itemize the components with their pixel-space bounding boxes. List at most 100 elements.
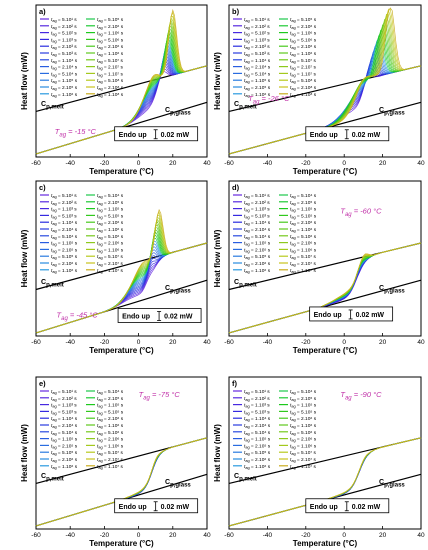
endo-box: Endo up 0.02 mW (305, 126, 390, 142)
legend-t: t (244, 396, 246, 402)
panel-6: -60 -40 -20 0 20 40 Temperature (°C) Heat flow … (213, 376, 425, 548)
legend-value: = 5.10⁸ s (103, 78, 124, 84)
legend-t: t (51, 443, 53, 449)
legend-t: t (51, 207, 53, 213)
legend-entry: tag = 1.10⁶ s (97, 227, 124, 233)
melt-label-sub: p,melt (239, 105, 257, 111)
legend-sub: ag (98, 215, 102, 219)
legend-entry: tag = 1.10⁵ s (51, 437, 78, 443)
legend-value: = 5.10⁷ s (296, 450, 317, 456)
legend-sub: ag (52, 445, 56, 449)
endo-label: Endo up (314, 312, 342, 319)
legend-entry: tag = 2.10⁷ s (97, 457, 123, 463)
glass-label-sub: p,glass (384, 111, 405, 117)
legend-entry: tag = 2.10⁴ s (51, 227, 78, 233)
legend-sub: ag (291, 452, 295, 456)
legend-t: t (51, 78, 53, 84)
x-tick-label: 40 (203, 160, 211, 167)
legend-entry: tag = 5.10⁴ s (290, 193, 317, 199)
melt-label-main: C (41, 473, 46, 480)
legend-t: t (97, 24, 99, 30)
legend-value: = 1.10⁷ s (103, 268, 124, 274)
legend-entry: tag = 2.10⁵ s (51, 247, 78, 253)
legend-sub: ag (52, 411, 56, 415)
x-tick-label: -40 (263, 160, 273, 167)
legend-sub: ag (291, 195, 295, 199)
legend-value: = 5.10⁴ s (296, 193, 317, 199)
legend-t: t (97, 44, 99, 50)
x-axis-label: Temperature (°C) (293, 346, 358, 355)
legend-entry: tag = 5.10⁴ s (97, 389, 124, 395)
legend-value: = 2.10⁶ s (57, 457, 78, 463)
legend-t: t (51, 254, 53, 260)
legend-sub: ag (291, 425, 295, 429)
legend-value: = 1.10⁴ s (250, 416, 271, 422)
legend-entry: tag = 5.10⁸ s (97, 78, 124, 84)
legend-sub: ag (291, 94, 295, 98)
legend-entry: tag = 1.10⁶ s (290, 423, 317, 429)
legend-t: t (97, 396, 99, 402)
legend-t: t (290, 51, 292, 57)
legend-value: = 1.10³ s (250, 37, 271, 43)
aging-temperature-main: T (248, 94, 254, 103)
legend-value: = 5.10⁶ s (103, 37, 124, 43)
x-tick-label: -40 (263, 532, 273, 539)
legend-value: = 2.10⁵ s (57, 85, 78, 91)
legend-value: = 5.10⁷ s (103, 254, 124, 260)
glass-label-main: C (165, 479, 170, 486)
legend-t: t (244, 220, 246, 226)
y-axis-label: Heat flow (mW) (20, 424, 29, 482)
legend-t: t (97, 430, 99, 436)
aging-temperature: Tag = -75 °C (139, 390, 181, 402)
legend-entry: tag = 5.10⁷ s (97, 58, 123, 64)
legend-sub: ag (291, 418, 295, 422)
legend-value: = 1.10⁴ s (57, 220, 78, 226)
legend-entry: tag = 1.10⁵ s (51, 78, 78, 84)
legend-value: = 5.10⁵ s (57, 254, 78, 260)
legend-entry: tag = 5.10² s (244, 31, 270, 37)
legend-value: = 1.10⁸ s (296, 92, 317, 98)
legend-entry: tag = 5.10¹ s (244, 193, 270, 199)
legend-entry: tag = 2.10⁴ s (244, 65, 271, 71)
legend-entry: tag = 2.10⁶ s (97, 24, 124, 30)
legend-sub: ag (291, 445, 295, 449)
legend-sub: ag (245, 229, 249, 233)
legend-sub: ag (245, 53, 249, 57)
legend-value: = 5.10⁵ s (250, 450, 271, 456)
x-tick-label: -20 (100, 339, 110, 346)
legend-value: = 1.10⁵ s (296, 403, 317, 409)
legend-value: = 5.10³ s (250, 51, 271, 57)
legend-t: t (290, 261, 292, 267)
legend-t: t (290, 247, 292, 253)
legend-t: t (244, 58, 246, 64)
legend-entry: tag = 2.10⁶ s (290, 241, 317, 247)
legend-sub: ag (98, 425, 102, 429)
legend-entry: tag = 5.10⁶ s (290, 430, 317, 436)
legend-t: t (97, 220, 99, 226)
legend-entry: tag = 5.10³ s (51, 51, 77, 57)
legend-sub: ag (245, 243, 249, 247)
legend-sub: ag (98, 452, 102, 456)
x-tick-label: -20 (301, 160, 311, 167)
aging-temperature-rest: = -60 °C (352, 207, 382, 216)
legend-sub: ag (245, 270, 249, 274)
legend-value: = 5.10⁷ s (103, 450, 124, 456)
aging-temperature-sub: ag (59, 133, 66, 139)
legend-entry: tag = 5.10⁶ s (97, 234, 124, 240)
legend-sub: ag (52, 236, 56, 240)
series-line (228, 242, 422, 334)
legend-t: t (290, 65, 292, 71)
legend-entry: tag = 1.10⁷ s (290, 71, 316, 77)
glass-label-main: C (165, 107, 170, 114)
panel-2: -60 -40 -20 0 20 40 Temperature (°C) Heat flow … (213, 4, 425, 176)
legend-t: t (97, 464, 99, 470)
legend-sub: ag (52, 256, 56, 260)
x-tick-label: 0 (137, 339, 141, 346)
aging-temperature: Tag = -90 °C (340, 390, 382, 402)
legend-t: t (97, 247, 99, 253)
aging-temperature-rest: = -26 °C (259, 94, 289, 103)
legend-sub: ag (98, 445, 102, 449)
legend-value: = 2.10⁷ s (103, 65, 124, 71)
legend-entry: tag = 5.10⁴ s (290, 389, 317, 395)
endo-box: Endo up 0.02 mW (309, 306, 394, 322)
